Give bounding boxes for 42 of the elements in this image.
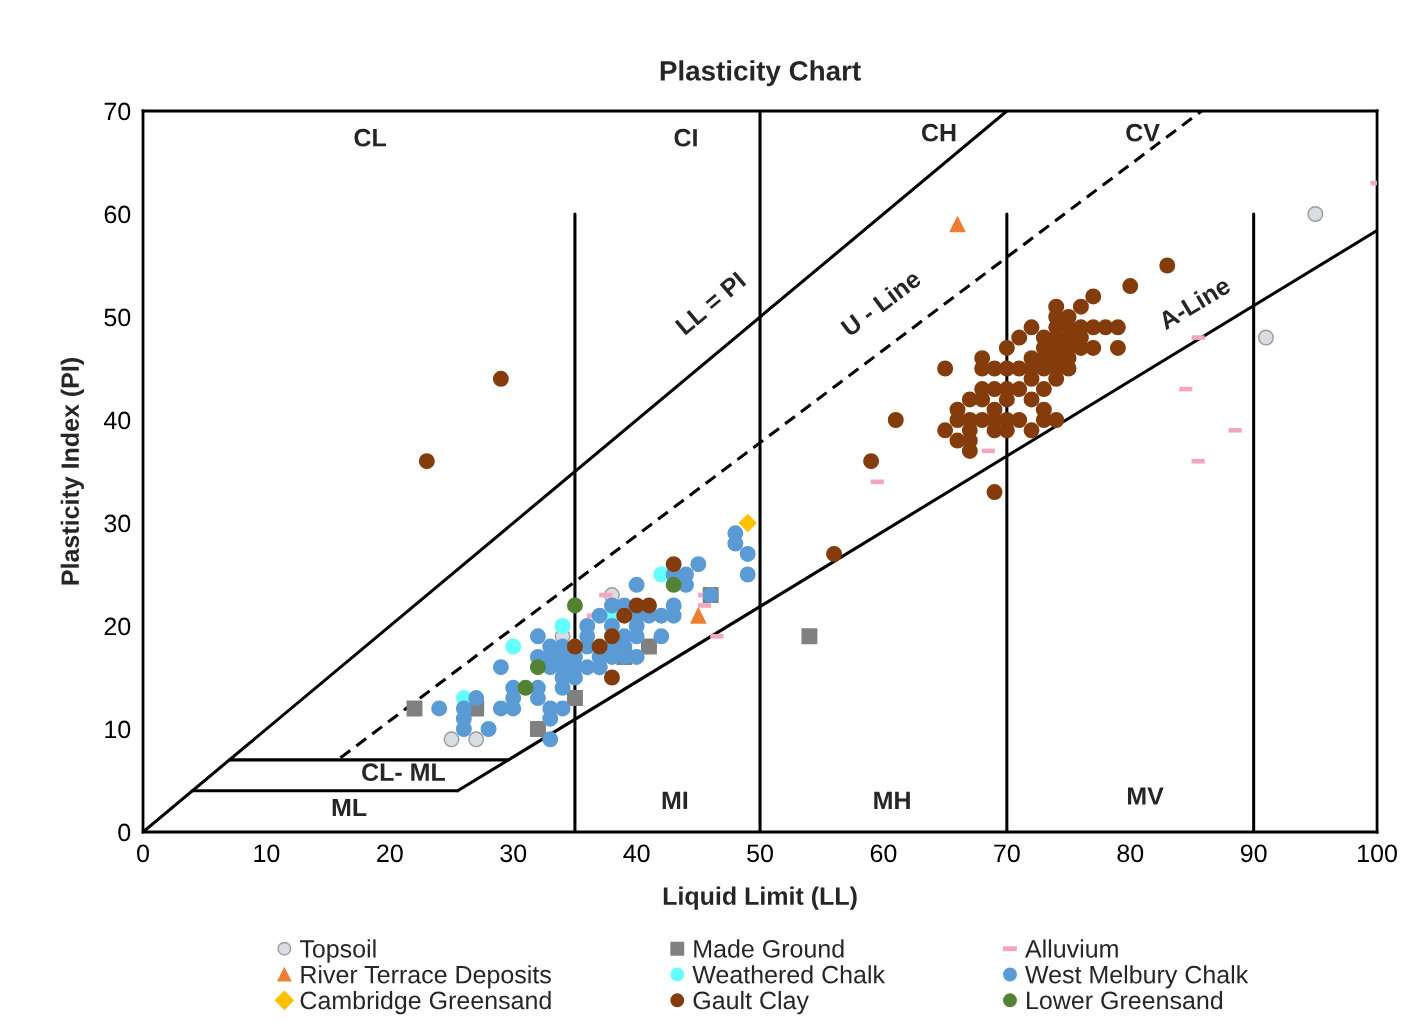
x-tick-label: 60: [870, 844, 897, 863]
y-axis-title: Plasticity Index (PI): [60, 358, 84, 585]
annotation: U - Line: [839, 268, 923, 337]
y-tick-label: 20: [104, 617, 131, 636]
y-tick-label: 10: [105, 720, 131, 739]
x-axis-title: Liquid Limit (LL): [663, 886, 857, 910]
y-tick-label: 30: [104, 514, 131, 533]
annotation: CI: [674, 128, 697, 147]
legend-label: Lower Greensand: [1027, 990, 1223, 1010]
legend-label: West Melbury Chalk: [1025, 965, 1249, 989]
x-tick-label: 30: [500, 844, 527, 863]
annotation: MH: [874, 791, 910, 809]
legend-label: Gault Clay: [693, 990, 809, 1015]
annotation: ML: [332, 798, 367, 817]
annotation: CV: [1126, 123, 1160, 142]
legend-label: River Terrace Deposits: [301, 965, 551, 989]
x-tick-label: 40: [623, 844, 650, 863]
y-tick-label: 0: [118, 823, 131, 842]
annotation: CH: [921, 123, 956, 142]
legend-label: Alluvium: [1025, 939, 1118, 958]
annotation: MI: [662, 791, 688, 809]
annotation: CL- ML: [362, 763, 445, 782]
legend-label: Made Ground: [694, 939, 844, 958]
annotation: CL: [354, 128, 386, 147]
y-tick-label: 60: [104, 205, 131, 224]
y-tick-label: 70: [104, 102, 131, 121]
x-tick-label: 0: [137, 844, 149, 863]
y-tick-label: 40: [103, 411, 131, 430]
x-tick-label: 100: [1358, 844, 1397, 863]
annotation: LL = PI: [674, 271, 747, 336]
legend-label: Cambridge Greensand: [300, 990, 551, 1015]
x-tick-label: 20: [377, 844, 403, 863]
x-tick-label: 10: [254, 844, 280, 863]
legend-label: Topsoil: [299, 939, 376, 963]
x-tick-label: 50: [747, 844, 773, 863]
legend-label: Weathered Chalk: [692, 965, 886, 984]
y-tick-label: 50: [104, 308, 131, 327]
chart-title: Plasticity Chart: [660, 60, 861, 87]
annotation: MV: [1127, 787, 1164, 805]
x-tick-label: 90: [1240, 844, 1267, 863]
x-tick-label: 70: [994, 844, 1020, 863]
x-tick-label: 80: [1117, 844, 1144, 863]
